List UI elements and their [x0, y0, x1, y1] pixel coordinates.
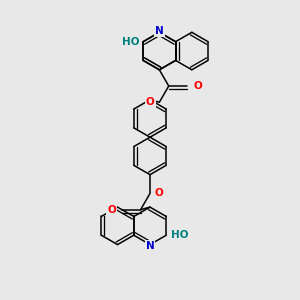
Text: N: N	[146, 241, 154, 251]
Text: O: O	[193, 81, 202, 91]
Text: HO: HO	[171, 230, 188, 240]
Text: HO: HO	[122, 37, 140, 47]
Text: O: O	[155, 188, 164, 198]
Text: O: O	[146, 97, 155, 107]
Text: N: N	[155, 26, 164, 36]
Text: O: O	[107, 205, 116, 214]
